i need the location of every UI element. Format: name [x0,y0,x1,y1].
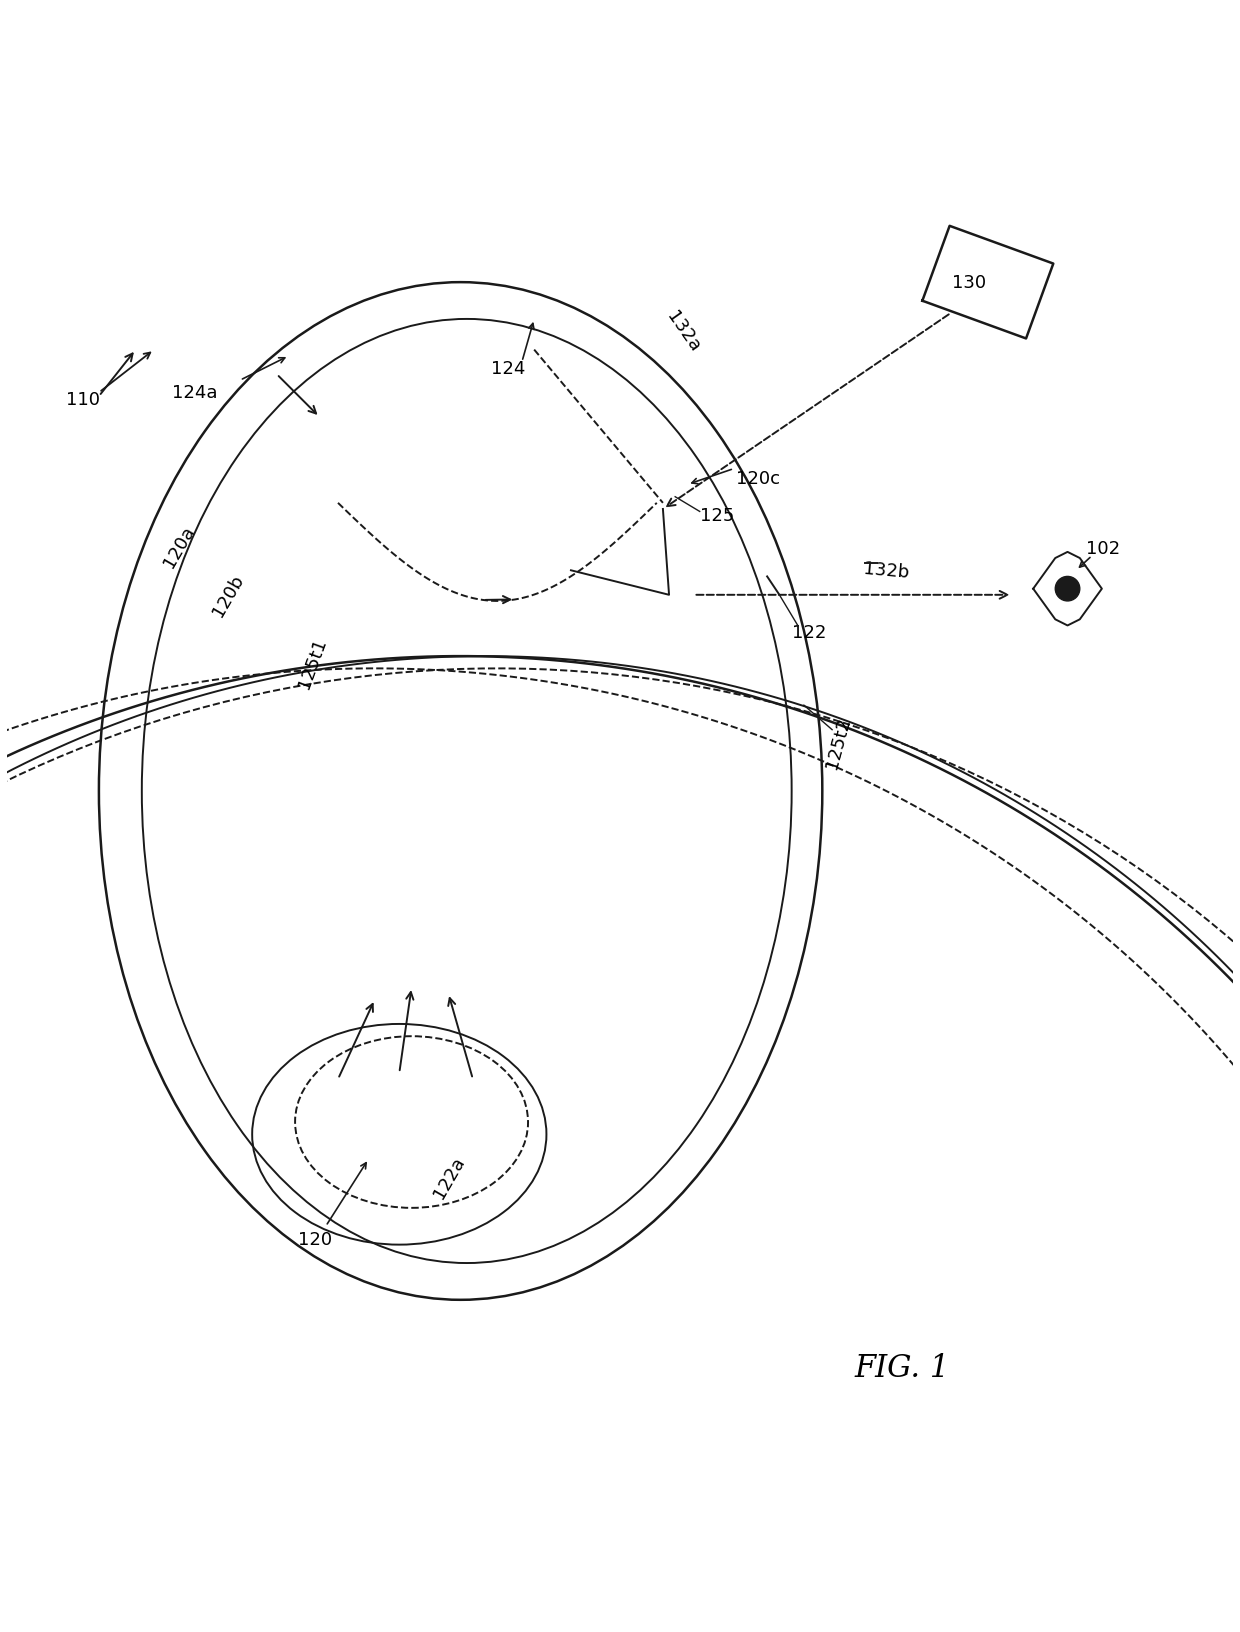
Text: 125t2: 125t2 [822,715,853,770]
Text: 125t1: 125t1 [295,635,330,690]
Text: 120a: 120a [160,522,198,571]
Text: 124: 124 [491,359,526,377]
Text: 122: 122 [791,623,826,641]
Circle shape [1055,578,1080,602]
Text: 120b: 120b [210,571,248,620]
Text: 102: 102 [1086,540,1120,558]
Text: 110: 110 [66,390,99,408]
Text: 120c: 120c [737,470,780,488]
Text: 122a: 122a [430,1154,469,1201]
Text: 120: 120 [298,1231,331,1248]
Text: FIG. 1: FIG. 1 [854,1351,950,1382]
Text: 130: 130 [952,274,987,292]
Text: 132a: 132a [663,308,704,356]
Text: 124a: 124a [172,384,218,401]
Text: 132b: 132b [863,560,910,583]
Text: 125: 125 [699,508,734,526]
